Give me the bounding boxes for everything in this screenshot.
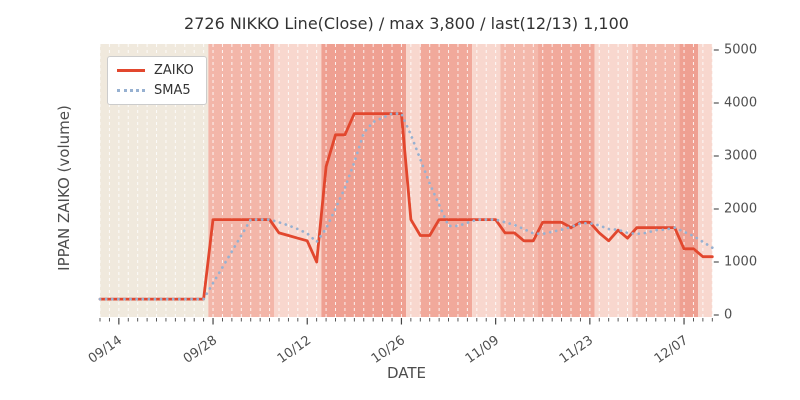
y-tick-label: 2000 (724, 201, 758, 217)
background-band (208, 44, 275, 317)
background-band (321, 44, 407, 317)
x-axis-label: DATE (386, 364, 427, 382)
background-band (632, 44, 680, 317)
sma5-line-sample (117, 89, 145, 92)
background-band (406, 44, 421, 317)
y-tick-label: 1000 (724, 254, 758, 270)
zaiko-line-sample (117, 69, 145, 72)
zaiko-line (98, 112, 714, 301)
background-band (500, 44, 539, 317)
y-axis-label-text: IPPAN ZAIKO (volume) (55, 105, 73, 271)
y-tick-label: 3000 (724, 148, 758, 164)
y-tick-label: 4000 (724, 95, 758, 111)
legend-label-sma5: SMA5 (154, 83, 191, 98)
background-band (679, 44, 699, 317)
background-band (698, 44, 713, 317)
chart-title: 2726 NIKKO Line(Close) / max 3,800 / las… (184, 14, 629, 33)
legend-item-sma5: SMA5 (117, 84, 194, 97)
background-band (472, 44, 501, 317)
background-band (538, 44, 595, 317)
background-band (594, 44, 633, 317)
y-tick-label: 0 (724, 307, 733, 323)
y-tick-label: 5000 (724, 42, 758, 58)
sma5-line (98, 112, 714, 301)
legend-label-zaiko: ZAIKO (154, 63, 194, 78)
legend-item-zaiko: ZAIKO (117, 64, 194, 77)
background-band (420, 44, 473, 317)
legend: ZAIKO SMA5 (107, 56, 207, 105)
background-band (274, 44, 322, 317)
